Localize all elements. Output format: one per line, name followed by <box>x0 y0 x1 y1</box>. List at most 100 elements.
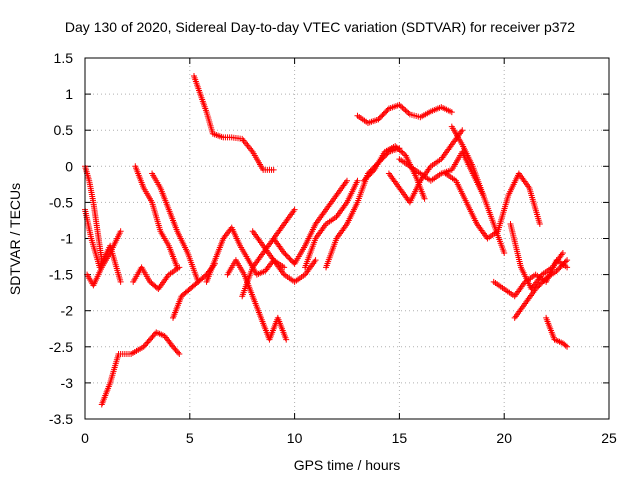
data-point <box>559 249 566 256</box>
data-point <box>172 346 179 353</box>
data-point <box>397 103 404 110</box>
y-tick-label: -3.5 <box>49 411 73 427</box>
series-arc-9 <box>190 73 277 173</box>
data-point <box>364 173 371 180</box>
data-point <box>173 348 180 355</box>
y-tick-label: -1 <box>61 231 74 247</box>
data-point <box>539 279 546 286</box>
data-point <box>556 265 563 272</box>
series-arc-14 <box>270 177 350 267</box>
series-arc-11 <box>224 257 290 343</box>
data-point <box>288 258 295 265</box>
data-point <box>145 338 152 345</box>
series-arc-10 <box>203 224 288 285</box>
data-point <box>553 267 560 274</box>
data-point <box>369 168 376 175</box>
series-arc-1 <box>82 163 105 264</box>
data-point <box>117 228 124 235</box>
y-tick-label: -0.5 <box>49 194 73 210</box>
data-point <box>285 254 292 261</box>
data-point <box>399 104 406 111</box>
series-arc-22 <box>442 170 543 242</box>
data-point <box>536 281 543 288</box>
data-point <box>286 255 293 262</box>
data-point <box>560 261 567 268</box>
data-point <box>367 170 374 177</box>
data-point <box>558 262 565 269</box>
data-point <box>554 266 561 273</box>
data-point <box>270 166 277 173</box>
series-arc-4 <box>98 329 183 408</box>
chart-title: Day 130 of 2020, Sidereal Day-to-day VTE… <box>64 19 576 35</box>
data-point <box>283 252 290 259</box>
x-tick-label: 25 <box>601 430 617 446</box>
data-point <box>171 345 178 352</box>
y-tick-label: -2 <box>61 303 74 319</box>
series-arc-12 <box>239 206 298 300</box>
data-point <box>372 162 379 169</box>
data-point <box>561 259 568 266</box>
data-point <box>170 343 177 350</box>
series-arc-17 <box>354 101 455 126</box>
data-point <box>536 221 543 228</box>
x-tick-label: 5 <box>186 430 194 446</box>
x-tick-label: 10 <box>287 430 303 446</box>
data-point <box>533 284 540 291</box>
series-arc-3 <box>84 228 124 289</box>
data-point <box>287 256 294 263</box>
x-axis-label: GPS time / hours <box>293 457 401 473</box>
data-point <box>376 115 383 122</box>
data-point <box>540 277 547 284</box>
data-point <box>400 105 407 112</box>
data-points <box>82 73 571 408</box>
series-arc-6 <box>130 264 183 293</box>
data-point <box>146 336 153 343</box>
data-point <box>354 177 361 184</box>
data-point <box>362 176 369 183</box>
data-point <box>366 172 373 179</box>
series-arc-18 <box>360 143 428 202</box>
data-point <box>501 249 508 256</box>
data-point <box>401 151 408 158</box>
plot-frame <box>84 57 610 420</box>
data-point <box>532 286 539 293</box>
data-point <box>537 280 544 287</box>
data-point <box>381 109 388 116</box>
data-point <box>459 127 466 134</box>
y-tick-label: -2.5 <box>49 339 73 355</box>
data-point <box>140 343 147 350</box>
data-point <box>562 258 569 265</box>
data-point <box>282 251 289 258</box>
data-point <box>312 257 319 264</box>
data-point <box>562 342 569 349</box>
data-point <box>396 147 403 154</box>
data-point <box>150 332 157 339</box>
data-point <box>379 112 386 119</box>
series-arc-26 <box>543 314 571 350</box>
series-arc-5 <box>132 163 181 271</box>
data-point <box>402 107 409 114</box>
data-point <box>363 175 370 182</box>
series-arc-2 <box>82 206 124 285</box>
series-arc-23 <box>490 257 571 300</box>
data-point <box>143 340 150 347</box>
data-point <box>176 351 183 358</box>
data-point <box>541 276 548 283</box>
data-point <box>291 206 298 213</box>
data-point <box>564 264 571 271</box>
x-tick-label: 0 <box>81 430 89 446</box>
data-point <box>378 113 385 120</box>
series-arc-13 <box>249 228 319 285</box>
data-point <box>564 343 571 350</box>
data-point <box>383 108 390 115</box>
series-arc-15 <box>302 177 361 271</box>
data-point <box>175 349 182 356</box>
y-axis-label: SDTVAR / TECUs <box>7 182 23 296</box>
data-point <box>281 249 288 256</box>
y-tick-label: -1.5 <box>49 267 73 283</box>
data-point <box>535 283 542 290</box>
x-tick-label: 20 <box>496 430 512 446</box>
data-point <box>403 108 410 115</box>
data-point <box>396 101 403 108</box>
